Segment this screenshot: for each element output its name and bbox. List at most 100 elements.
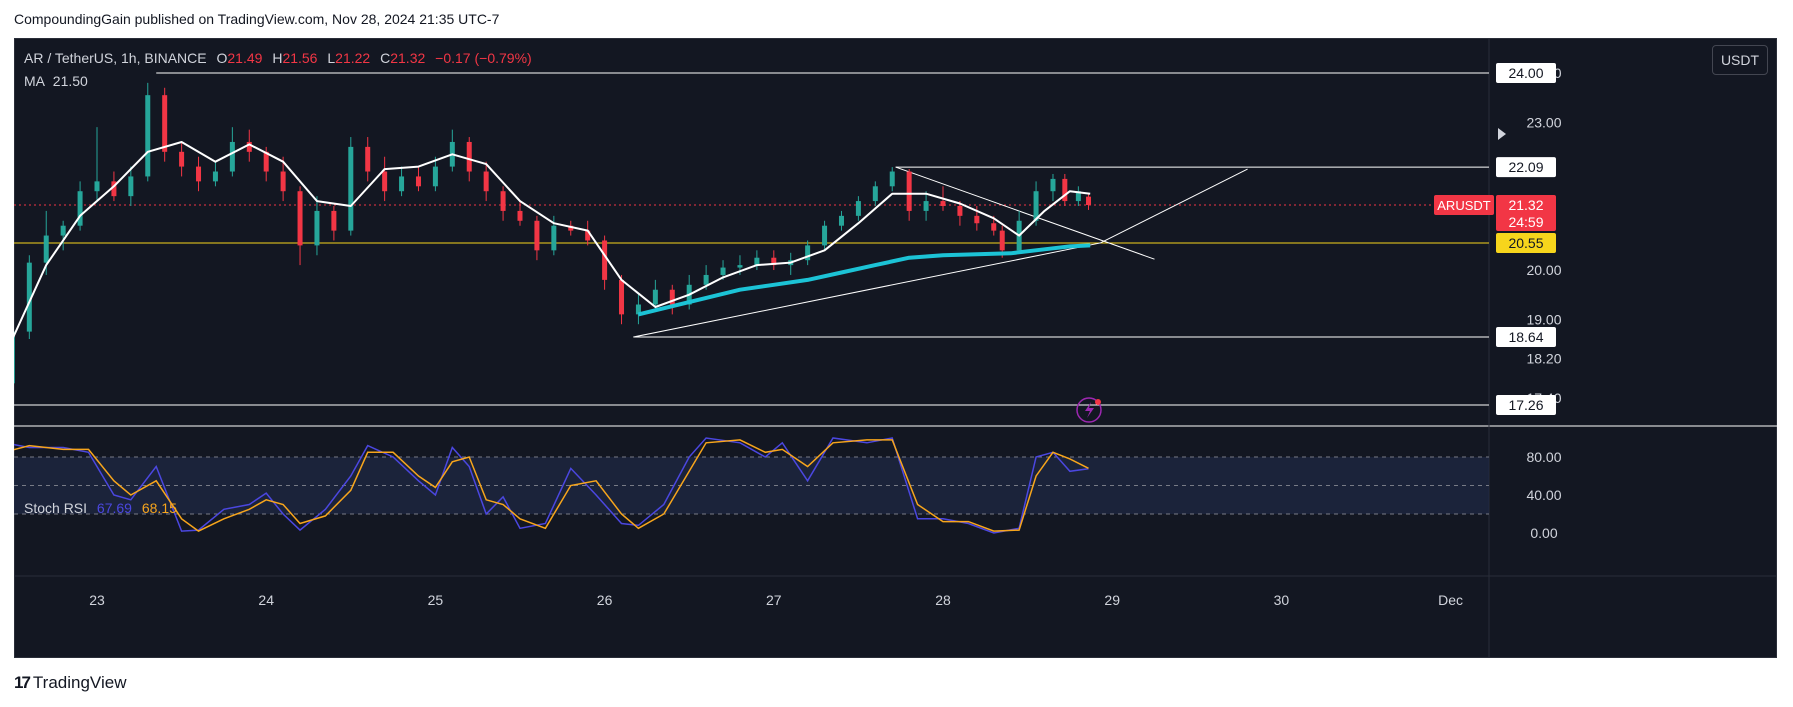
time-tick-label: 28: [935, 592, 951, 608]
level-tag-label: 18.64: [1508, 329, 1543, 345]
candle-body: [415, 176, 421, 187]
price-tick-label: 20.00: [1526, 262, 1561, 278]
candle-body: [568, 225, 574, 231]
high-value: 21.56: [282, 50, 318, 66]
candle-body: [822, 225, 828, 246]
stoch-label: Stoch RSI: [24, 500, 88, 516]
lightning-bolt-icon: [1085, 402, 1094, 418]
candle-body: [432, 166, 438, 187]
open-label: O: [216, 50, 228, 66]
low-value: 21.22: [335, 50, 371, 66]
candle-body: [999, 230, 1005, 251]
candle-body: [500, 191, 506, 211]
stoch-tick-label: 80.00: [1526, 449, 1561, 465]
candle-body: [1033, 191, 1039, 221]
candle-body: [1086, 196, 1092, 206]
ma-label: MA: [24, 73, 45, 89]
candle-body: [974, 215, 980, 224]
stoch-tick-label: 40.00: [1526, 487, 1561, 503]
candle-body: [703, 274, 709, 285]
close-label: C: [380, 50, 391, 66]
candle-body: [179, 151, 185, 167]
candle-body: [754, 257, 760, 266]
candle-body: [619, 279, 625, 315]
change-value: −0.17 (−0.79%): [435, 50, 532, 66]
candle-body: [585, 230, 591, 241]
candle-body: [365, 146, 371, 172]
candle-body: [652, 289, 658, 305]
candle-body: [771, 257, 777, 266]
candle-body: [534, 220, 540, 251]
candle-body: [466, 141, 472, 172]
candle-body: [906, 171, 912, 211]
time-tick-label: 26: [597, 592, 613, 608]
trendline: [1100, 168, 1248, 244]
time-tick-label: Dec: [1438, 592, 1463, 608]
candle-body: [212, 171, 218, 182]
candle-body: [805, 245, 811, 261]
ma-cyan-line: [637, 243, 1091, 317]
candle-body: [720, 267, 726, 275]
trendline: [895, 166, 1155, 260]
candle-body: [382, 171, 388, 192]
scroll-right-icon: [1498, 128, 1506, 140]
high-label: H: [272, 50, 283, 66]
chart-frame: [14, 38, 1777, 658]
symbol-tag: [1434, 195, 1494, 216]
logo-text: TradingView: [32, 673, 127, 692]
candle-body: [128, 176, 134, 197]
candle-body: [77, 191, 83, 226]
time-tick-label: 23: [89, 592, 105, 608]
low-label: L: [327, 50, 336, 66]
candle-body: [872, 186, 878, 202]
candle-body: [737, 265, 743, 268]
candle-body: [1075, 191, 1081, 202]
candle-body: [957, 205, 963, 216]
time-tick-label: 27: [766, 592, 782, 608]
ohlc-legend: AR / TetherUS, 1h, BINANCE O21.49 H21.56…: [24, 50, 532, 66]
time-tick-label: 24: [258, 592, 274, 608]
level-tag: [1496, 157, 1556, 178]
level-tag: [1496, 395, 1556, 415]
candle-body: [399, 176, 405, 192]
level-tag: [1496, 232, 1556, 253]
candle-body: [889, 171, 895, 187]
stoch-tick-label: 0.00: [1530, 525, 1557, 541]
candle-body: [314, 210, 320, 246]
candle-body: [263, 151, 269, 172]
candle-body: [246, 141, 252, 152]
open-value: 21.49: [227, 50, 263, 66]
lightning-icon: [1076, 397, 1102, 423]
ma-value: 21.50: [52, 73, 88, 89]
candle-body: [43, 235, 49, 263]
time-tick-label: 25: [428, 592, 444, 608]
stoch-k-value: 67.69: [96, 500, 132, 516]
candle-body: [923, 201, 929, 211]
time-tick-label: 29: [1104, 592, 1120, 608]
symbol-label: AR / TetherUS, 1h, BINANCE: [24, 50, 207, 66]
candle-body: [838, 215, 844, 226]
candle-body: [1050, 178, 1056, 192]
candle-body: [280, 171, 286, 192]
candle-body: [602, 240, 608, 280]
candle-body: [348, 146, 354, 231]
tradingview-logo[interactable]: 17 TradingView: [14, 673, 126, 693]
close-value: 21.32: [390, 50, 426, 66]
candle-body: [1062, 178, 1068, 202]
chart-canvas[interactable]: 24.0023.0020.0019.0018.2017.4080.0040.00…: [14, 38, 1777, 658]
last-price-label: 21.32: [1508, 197, 1543, 213]
price-tick-label: 23.00: [1526, 114, 1561, 130]
last-price-tag: [1496, 195, 1556, 232]
level-tag-label: 17.26: [1508, 397, 1543, 413]
trendline: [633, 242, 1101, 338]
publisher-line: CompoundingGain published on TradingView…: [14, 11, 500, 27]
symbol-tag-label: ARUSDT: [1437, 198, 1491, 213]
currency-button[interactable]: USDT: [1712, 45, 1768, 75]
level-tag-label: 20.55: [1508, 235, 1543, 251]
stoch-legend: Stoch RSI 67.69 68.15: [24, 500, 177, 516]
ma-white-line: [14, 141, 1091, 338]
candle-body: [94, 181, 100, 192]
candle-body: [669, 289, 675, 305]
level-tag-label: 22.09: [1508, 159, 1543, 175]
candle-body: [145, 95, 151, 177]
